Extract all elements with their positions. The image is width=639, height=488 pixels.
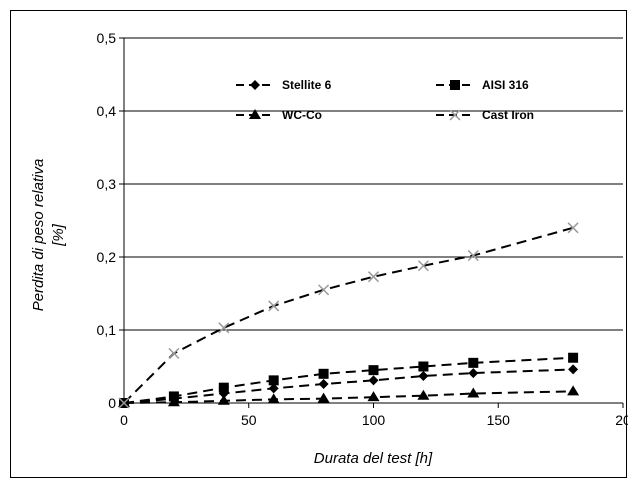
triangle-marker: [567, 385, 580, 396]
triangle-marker: [167, 396, 180, 407]
cross-marker: [318, 284, 330, 296]
cross-marker: [218, 322, 230, 334]
diamond-marker: [418, 370, 429, 381]
legend-label: Stellite 6: [282, 78, 332, 92]
diamond-marker: [368, 375, 379, 386]
x-tick-label: 150: [487, 412, 511, 428]
square-marker: [218, 382, 229, 393]
square-marker: [468, 357, 479, 368]
y-axis-title-line1: Perdita di peso relativa: [30, 159, 47, 312]
square-marker: [418, 361, 429, 372]
y-tick-label: 0: [108, 395, 116, 411]
x-axis-title: Durata del test [h]: [314, 450, 433, 467]
cross-marker: [467, 250, 479, 262]
legend-item-aisi-316: AISI 316: [436, 78, 529, 92]
y-tick-labels: 0 0,1 0,2 0,3 0,4 0,5: [97, 30, 117, 411]
legend: Stellite 6 AISI 316 WC-Co Cast Iron: [236, 78, 534, 122]
diamond-marker: [250, 80, 260, 90]
y-axis-title: Perdita di peso relativa [%]: [30, 159, 67, 312]
triangle-marker: [317, 392, 330, 403]
axes: [119, 37, 624, 408]
y-tick-label: 0,4: [97, 103, 117, 119]
series-aisi-316: [119, 352, 579, 408]
triangle-marker: [249, 109, 261, 119]
series-line: [123, 226, 574, 404]
x-tick-label: 0: [120, 412, 128, 428]
legend-label: WC-Co: [282, 108, 322, 122]
series-wc-co: [118, 385, 580, 407]
legend-item-stellite-6: Stellite 6: [236, 78, 332, 92]
cross-marker: [567, 222, 579, 234]
square-marker: [268, 375, 279, 386]
y-tick-label: 0,5: [97, 30, 117, 46]
cross-marker: [118, 397, 130, 409]
series-layer: [118, 222, 580, 409]
square-marker: [568, 352, 579, 363]
diamond-marker: [268, 383, 279, 394]
legend-label: AISI 316: [482, 78, 529, 92]
x-tick-labels: 0 50 100 150 20: [120, 412, 631, 428]
y-tick-label: 0,2: [97, 249, 117, 265]
x-tick-label: 20: [615, 412, 628, 428]
triangle-marker: [417, 389, 430, 400]
triangle-marker: [217, 394, 230, 405]
y-tick-label: 0,3: [97, 176, 117, 192]
diamond-marker: [468, 368, 479, 379]
y-axis-title-line2: [%]: [50, 223, 67, 247]
triangle-marker: [267, 393, 280, 404]
y-tick-label: 0,1: [97, 322, 117, 338]
chart-frame: 0 0,1 0,2 0,3 0,4 0,5 0 50 100 150 20 Stellite 6 A…: [10, 10, 631, 478]
cross-marker: [417, 260, 429, 272]
series-cast-iron: [118, 222, 579, 409]
triangle-marker: [467, 387, 480, 398]
legend-item-cast-iron: Cast Iron: [436, 108, 534, 122]
cross-marker: [268, 300, 280, 312]
x-tick-label: 100: [362, 412, 386, 428]
cross-marker: [449, 109, 461, 121]
cross-marker: [168, 347, 180, 359]
legend-label: Cast Iron: [482, 108, 534, 122]
triangle-marker: [367, 391, 380, 402]
square-marker: [318, 368, 329, 379]
cross-marker: [367, 271, 380, 283]
series-stellite-6: [119, 364, 579, 408]
gridlines: [124, 37, 623, 331]
square-marker: [450, 80, 460, 90]
square-marker: [368, 365, 379, 376]
legend-item-wc-co: WC-Co: [236, 108, 322, 122]
diamond-marker: [318, 379, 329, 390]
chart-svg: 0 0,1 0,2 0,3 0,4 0,5 0 50 100 150 20 Stellite 6 A…: [30, 30, 631, 467]
diamond-marker: [568, 364, 579, 375]
x-tick-label: 50: [241, 412, 257, 428]
